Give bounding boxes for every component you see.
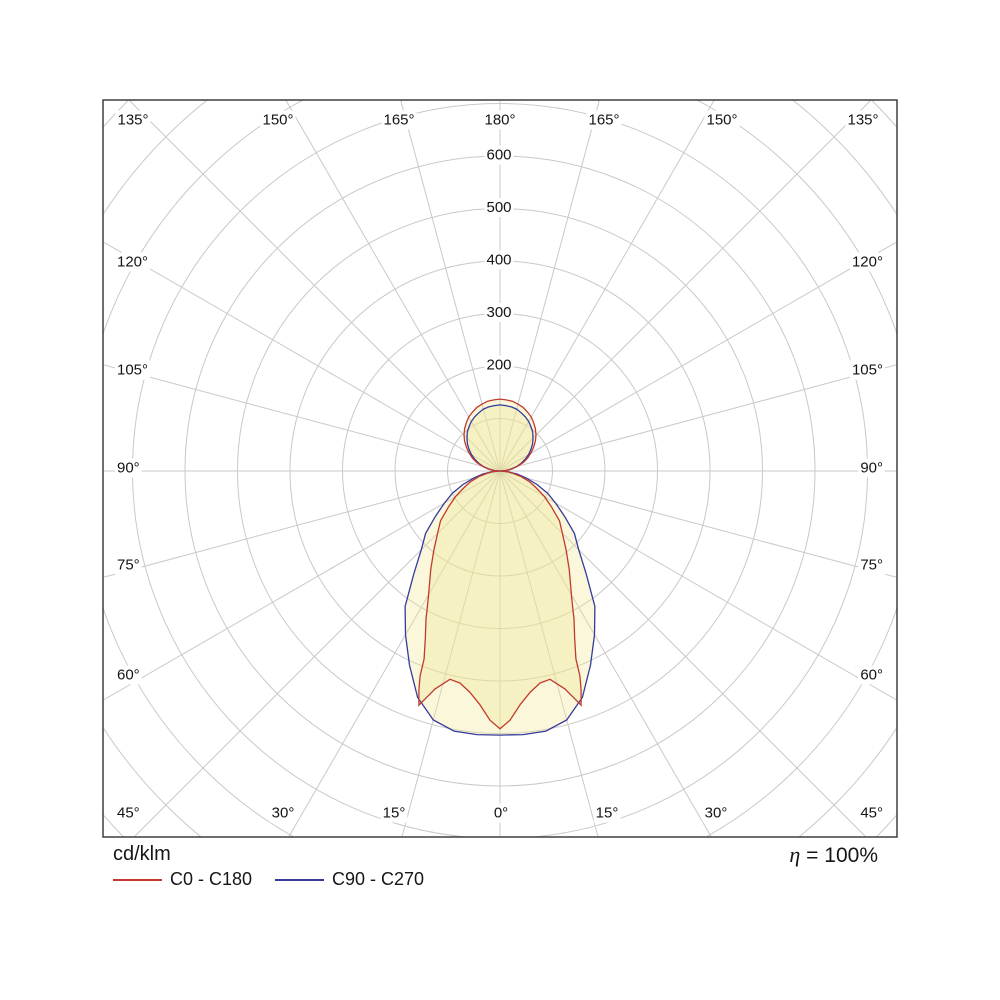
angle-label: 135° [847, 112, 878, 129]
grid-spoke [499, 364, 897, 472]
angle-label: 15° [383, 805, 406, 822]
label-halo [586, 110, 622, 130]
label-halo [858, 803, 885, 823]
label-halo [115, 360, 151, 380]
angle-label: 0° [494, 805, 508, 822]
plot-border [102, 99, 898, 838]
label-halo [858, 458, 885, 478]
grid-spoke [400, 100, 501, 472]
radial-tick-label: 600 [486, 147, 511, 164]
angle-label: 165° [383, 112, 414, 129]
grid-spoke [499, 100, 715, 472]
grid-spoke [499, 470, 712, 837]
legend-item-c90-c270: C90 - C270 [275, 869, 424, 890]
grid-spoke [499, 470, 599, 837]
label-halo [115, 458, 142, 478]
grid-spoke [128, 100, 501, 472]
angle-label: 60° [860, 667, 883, 684]
grid-spoke [499, 470, 897, 701]
angle-label: 165° [588, 112, 619, 129]
angle-label: 135° [117, 112, 148, 129]
angle-label: 30° [272, 805, 295, 822]
grid-spoke [103, 470, 501, 701]
label-halo [260, 110, 296, 130]
angle-label: 120° [852, 254, 883, 271]
angle-label: 15° [596, 805, 619, 822]
efficiency-label: η = 100% [789, 842, 878, 868]
legend-swatch-c90-c270 [275, 878, 324, 881]
grid-spoke [401, 470, 501, 837]
radial-tick-label: 200 [486, 357, 511, 374]
grid-spoke [499, 241, 897, 472]
label-halo [484, 355, 514, 375]
angle-label: 45° [117, 805, 140, 822]
label-halo [849, 252, 885, 272]
label-halo [593, 803, 621, 823]
angle-label: 120° [117, 254, 148, 271]
grid-spoke [285, 100, 501, 472]
radial-tick-label: 400 [486, 252, 511, 269]
angle-label: 150° [706, 112, 737, 129]
curve-c90-c270 [404, 404, 596, 736]
label-halo [482, 110, 518, 130]
angle-label: 105° [117, 362, 148, 379]
label-halo [115, 555, 142, 575]
label-halo [484, 145, 514, 165]
eta-value: = 100% [800, 844, 878, 867]
label-halo [115, 252, 151, 272]
label-halo [845, 110, 881, 130]
curve-c0-c180 [418, 398, 582, 730]
label-halo [849, 360, 885, 380]
series-fill-1 [405, 404, 595, 736]
label-halo [115, 665, 142, 685]
angle-label: 75° [117, 557, 140, 574]
label-halo [484, 250, 514, 270]
legend-item-c0-c180: C0 - C180 [113, 869, 252, 890]
label-halo [269, 803, 297, 823]
series-fill-0 [418, 399, 582, 729]
legend-swatch-c0-c180 [113, 878, 162, 881]
angle-label: 150° [262, 112, 293, 129]
grid-spoke [499, 470, 897, 578]
angle-label: 45° [860, 805, 883, 822]
eta-symbol: η [789, 842, 801, 867]
grid-spoke [103, 364, 501, 472]
label-halo [380, 803, 408, 823]
grid-spoke [499, 100, 600, 472]
angle-label: 30° [705, 805, 728, 822]
radial-tick-label: 500 [486, 199, 511, 216]
angle-label: 180° [484, 112, 515, 129]
label-halo [858, 555, 885, 575]
angle-label: 60° [117, 667, 140, 684]
label-halo [704, 110, 740, 130]
angle-label: 90° [117, 460, 140, 477]
label-halo [115, 110, 151, 130]
legend-label-c0-c180: C0 - C180 [170, 869, 253, 889]
legend-label-c90-c270: C90 - C270 [332, 869, 425, 889]
label-halo [858, 665, 885, 685]
label-halo [484, 198, 514, 217]
label-halo [484, 303, 514, 322]
grid-spoke [288, 470, 501, 837]
label-halo [115, 803, 142, 823]
angle-label: 75° [860, 557, 883, 574]
lobe-fills [405, 399, 595, 736]
radial-tick-label: 300 [486, 304, 511, 321]
angle-label: 90° [860, 460, 883, 477]
grid-spoke [103, 241, 501, 472]
label-halo [491, 803, 511, 823]
label-halo [702, 803, 730, 823]
grid-spoke [103, 470, 501, 578]
label-halo [381, 110, 417, 130]
grid-spoke [499, 100, 872, 472]
angle-label: 105° [852, 362, 883, 379]
axis-labels: 135° 150° 165° 180° 165° 150° 135° 120° 105° 90° 7… [115, 110, 885, 823]
units-label: cd/klm [113, 843, 171, 865]
